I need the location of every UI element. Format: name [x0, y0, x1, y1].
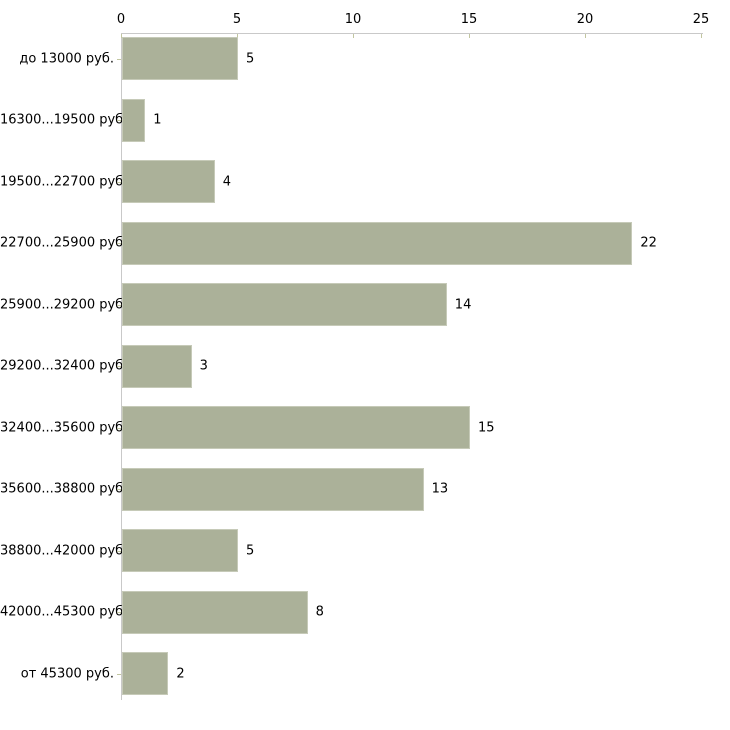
bar — [122, 590, 308, 634]
y-axis-tick-mark — [117, 305, 121, 306]
category-label: 32400...35600 руб. — [0, 420, 128, 435]
bar — [122, 344, 192, 388]
y-axis-tick-mark — [117, 243, 121, 244]
y-axis-tick-mark — [117, 182, 121, 183]
y-axis-tick-mark — [117, 120, 121, 121]
category-label: до 13000 руб. — [19, 51, 114, 66]
x-axis-line — [121, 33, 703, 34]
value-label: 8 — [315, 604, 324, 620]
bar — [122, 37, 238, 80]
value-label: 5 — [246, 543, 255, 558]
x-axis-tick-mark — [237, 34, 238, 38]
x-axis-tick-label: 0 — [116, 12, 126, 27]
x-axis-tick-label: 20 — [576, 12, 594, 27]
y-axis-tick-mark — [117, 366, 121, 367]
category-label: 19500...22700 руб. — [0, 174, 128, 189]
bar — [122, 160, 215, 203]
category-label: 25900...29200 руб. — [0, 297, 128, 312]
y-axis-tick-mark — [117, 428, 121, 429]
x-axis-tick-mark — [701, 34, 702, 38]
x-axis-tick-mark — [353, 34, 354, 38]
bar — [122, 221, 633, 265]
bar — [122, 283, 447, 326]
y-axis-line — [121, 33, 122, 700]
y-axis-tick-mark — [117, 612, 121, 613]
value-label: 5 — [246, 51, 255, 66]
category-label: 35600...38800 руб. — [0, 481, 128, 497]
x-axis-tick-mark — [585, 34, 586, 38]
x-axis-tick-label: 10 — [344, 12, 362, 27]
value-label: 2 — [176, 666, 185, 681]
category-label: 42000...45300 руб. — [0, 604, 128, 620]
value-label: 4 — [222, 174, 232, 189]
bar — [122, 467, 424, 511]
bar — [122, 529, 238, 572]
bar — [122, 652, 169, 695]
value-label: 1 — [153, 112, 162, 128]
y-axis-tick-mark — [117, 551, 121, 552]
value-label: 15 — [478, 420, 495, 435]
category-label: 38800...42000 руб. — [0, 543, 128, 558]
value-label: 14 — [454, 297, 472, 312]
category-label: 16300...19500 руб. — [0, 112, 128, 128]
category-label: 22700...25900 руб. — [0, 235, 128, 251]
y-axis-tick-mark — [117, 674, 121, 675]
category-label: от 45300 руб. — [20, 666, 114, 681]
value-label: 22 — [640, 235, 657, 251]
bar — [122, 98, 146, 142]
x-axis-tick-label: 25 — [692, 12, 710, 27]
value-label: 3 — [199, 358, 208, 374]
x-axis-tick-mark — [469, 34, 470, 38]
value-label: 13 — [431, 481, 449, 497]
y-axis-tick-mark — [117, 59, 121, 60]
y-axis-tick-mark — [117, 489, 121, 490]
x-axis-tick-label: 5 — [232, 12, 242, 27]
x-axis-tick-label: 15 — [460, 12, 478, 27]
category-label: 29200...32400 руб. — [0, 358, 128, 374]
bar — [122, 406, 470, 449]
x-axis-tick-mark — [121, 34, 122, 38]
